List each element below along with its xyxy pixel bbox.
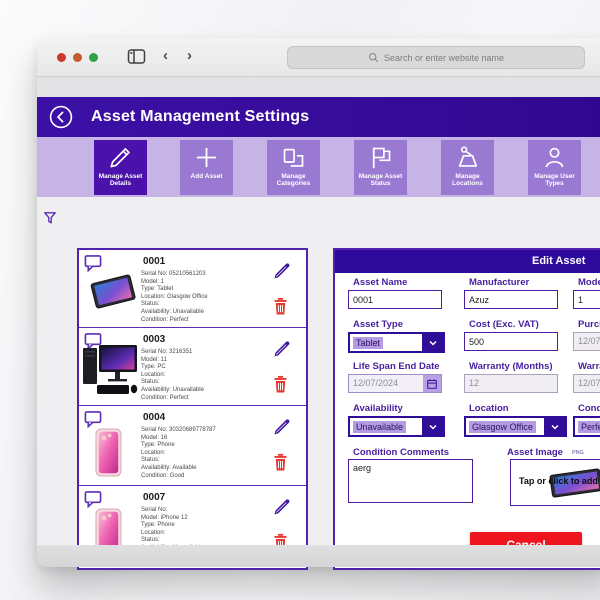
asset-name-label: Asset Name <box>353 277 408 288</box>
pink-phone-image <box>95 428 122 483</box>
window-footer <box>37 545 600 567</box>
manage-categories-button[interactable]: Manage Categories <box>267 140 320 195</box>
location-dropdown[interactable]: Glasgow Office <box>464 416 567 437</box>
browser-content-margin <box>37 77 600 97</box>
browser-window: ‹ › Search or enter website name Asset M… <box>37 38 600 570</box>
condition-comments-textarea[interactable]: aerg <box>348 459 473 503</box>
comment-bubble-icon[interactable] <box>83 490 103 513</box>
purchase-date-field: 12/07/2024 <box>573 332 600 351</box>
plus-icon <box>196 147 217 168</box>
map-location-icon <box>458 146 478 167</box>
warranty-end-date-field: 12/07/2024 <box>573 374 600 393</box>
cost-label: Cost (Exc. VAT) <box>469 319 539 330</box>
asset-type-dropdown[interactable]: Tablet <box>348 332 445 353</box>
edit-asset-header: Edit Asset <box>335 250 600 273</box>
comment-bubble-icon[interactable] <box>83 332 103 355</box>
zoom-window-button[interactable] <box>89 53 98 62</box>
edit-asset-icon[interactable] <box>271 416 293 443</box>
sidebar-toggle-icon[interactable] <box>127 48 146 70</box>
calendar-icon[interactable] <box>423 375 441 392</box>
browser-forward-button[interactable]: › <box>187 47 192 64</box>
warranty-end-date-label: Warranty End Date <box>578 361 600 372</box>
edit-asset-panel: Edit Asset Asset Name Manufacturer Model… <box>333 248 600 570</box>
asset-type-label: Asset Type <box>353 319 403 330</box>
life-span-end-date-label: Life Span End Date <box>353 361 440 372</box>
close-window-button[interactable] <box>57 53 66 62</box>
manage-user-types-button[interactable]: Manage User Types <box>528 140 581 195</box>
chevron-down-icon <box>422 334 443 351</box>
upload-hint-text: Tap or click to add a picture <box>519 476 600 486</box>
browser-back-button[interactable]: ‹ <box>163 47 168 64</box>
add-asset-button[interactable]: Add Asset <box>180 140 233 195</box>
delete-asset-icon[interactable] <box>272 452 289 477</box>
flag-icon <box>372 147 391 169</box>
cost-input[interactable] <box>464 332 558 351</box>
manufacturer-label: Manufacturer <box>469 277 530 288</box>
asset-details-text: Serial No: 30320689778787 Model: 16 Type… <box>141 427 216 479</box>
pencil-icon <box>110 148 130 168</box>
content-area: 0001 Serial No: 05210561203 Model: 1 Typ… <box>37 197 600 570</box>
manufacturer-input[interactable] <box>464 290 558 309</box>
comment-bubble-icon[interactable] <box>83 254 103 277</box>
asset-list-item[interactable]: 0001 Serial No: 05210561203 Model: 1 Typ… <box>79 250 306 328</box>
condition-label: Condition <box>578 403 600 414</box>
address-search-bar[interactable]: Search or enter website name <box>287 46 585 69</box>
page-title: Asset Management Settings <box>91 108 310 125</box>
edit-asset-icon[interactable] <box>271 338 293 365</box>
pink-phone-image <box>95 508 122 563</box>
manage-asset-details-button[interactable]: Manage Asset Details <box>94 140 147 195</box>
chevron-down-icon <box>544 418 565 435</box>
tablet-thumbnail-image <box>549 468 600 498</box>
desktop-pc-image <box>81 341 139 402</box>
browser-chrome: ‹ › Search or enter website name <box>37 38 600 77</box>
availability-label: Availability <box>353 403 403 414</box>
delete-asset-icon[interactable] <box>272 296 289 321</box>
asset-list-item[interactable]: 0003 Serial No: 3216351 Model: 11 Type: … <box>79 328 306 406</box>
search-icon <box>368 53 379 63</box>
back-button[interactable] <box>49 105 73 129</box>
delete-asset-icon[interactable] <box>272 374 289 399</box>
filter-icon[interactable] <box>42 210 58 231</box>
manage-locations-button[interactable]: Manage Locations <box>441 140 494 195</box>
asset-image-label: Asset Image <box>507 447 563 458</box>
location-label: Location <box>469 403 509 414</box>
model-input[interactable] <box>573 290 600 309</box>
person-icon <box>545 147 564 168</box>
condition-comments-label: Condition Comments <box>353 447 450 458</box>
app-header: Asset Management Settings <box>37 97 600 137</box>
availability-dropdown[interactable]: Unavailable <box>348 416 445 437</box>
asset-details-text: Serial No: 05210561203 Model: 1 Type: Ta… <box>141 271 208 323</box>
asset-image-upload-box[interactable]: Tap or click to add a picture <box>510 459 600 506</box>
comment-bubble-icon[interactable] <box>83 410 103 433</box>
overlapping-rectangles-icon <box>283 148 304 167</box>
edit-asset-icon[interactable] <box>271 260 293 287</box>
asset-id: 0003 <box>143 334 166 345</box>
asset-id: 0007 <box>143 492 166 503</box>
asset-list: 0001 Serial No: 05210561203 Model: 1 Typ… <box>77 248 308 570</box>
asset-list-item[interactable]: 0004 Serial No: 30320689778787 Model: 16… <box>79 406 306 486</box>
life-span-end-date-field: 12/07/2024 <box>348 374 442 393</box>
asset-details-text: Serial No: 3216351 Model: 11 Type: PC Lo… <box>141 349 204 401</box>
model-label: Model <box>578 277 600 288</box>
search-placeholder-text: Search or enter website name <box>383 52 505 63</box>
edit-asset-icon[interactable] <box>271 496 293 523</box>
asset-name-input[interactable] <box>348 290 442 309</box>
warranty-months-label: Warranty (Months) <box>469 361 553 372</box>
asset-id: 0001 <box>143 256 166 267</box>
manage-asset-status-button[interactable]: Manage Asset Status <box>354 140 407 195</box>
purchase-date-label: Purchase Date <box>578 319 600 330</box>
tablet-image <box>87 270 139 317</box>
image-type-text: PNG <box>572 450 584 456</box>
minimize-window-button[interactable] <box>73 53 82 62</box>
condition-dropdown[interactable]: Perfect <box>573 416 600 437</box>
edit-asset-title: Edit Asset <box>532 255 586 267</box>
chevron-down-icon <box>422 418 443 435</box>
asset-id: 0004 <box>143 412 166 423</box>
warranty-months-field: 12 <box>464 374 558 393</box>
toolbar: Manage Asset Details Add Asset Manage Ca… <box>37 137 600 197</box>
window-controls <box>57 53 98 62</box>
